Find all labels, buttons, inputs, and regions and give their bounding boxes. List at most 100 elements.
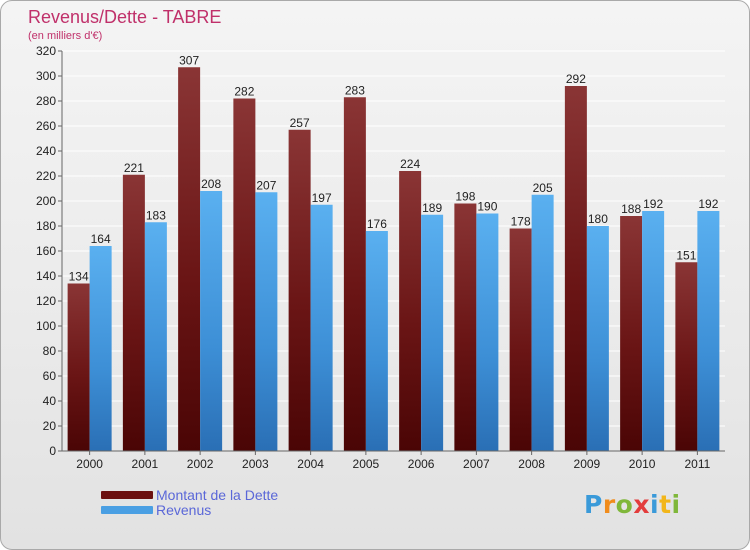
x-tick-label: 2011 xyxy=(684,457,710,471)
data-label-revenue: 164 xyxy=(91,232,111,246)
data-label-debt: 198 xyxy=(455,190,475,204)
data-label-debt: 178 xyxy=(511,215,531,229)
data-label-revenue: 189 xyxy=(422,201,442,215)
logo-letter: i xyxy=(671,490,681,519)
x-tick-label: 2002 xyxy=(187,457,214,471)
data-label-debt: 283 xyxy=(345,83,365,97)
y-tick-label: 80 xyxy=(43,344,57,358)
data-label-debt: 282 xyxy=(234,85,254,99)
y-tick-label: 140 xyxy=(36,269,56,283)
logo-letter: o xyxy=(615,490,634,519)
bar-revenue xyxy=(365,231,388,451)
x-tick-label: 2008 xyxy=(518,457,545,471)
data-label-revenue: 207 xyxy=(256,178,276,192)
y-tick-label: 320 xyxy=(36,44,56,58)
data-label-revenue: 197 xyxy=(312,191,332,205)
data-label-debt: 257 xyxy=(290,116,310,130)
data-label-revenue: 192 xyxy=(643,197,663,211)
y-tick-label: 160 xyxy=(36,244,56,258)
bar-revenue xyxy=(144,222,167,451)
y-tick-label: 100 xyxy=(36,319,56,333)
x-tick-label: 2005 xyxy=(353,457,380,471)
bar-revenue xyxy=(310,204,333,451)
data-label-revenue: 192 xyxy=(698,197,718,211)
data-label-debt: 134 xyxy=(69,270,89,284)
bars xyxy=(67,67,720,451)
y-tick-label: 260 xyxy=(36,119,56,133)
legend-item-revenue: Revenus xyxy=(101,501,278,518)
x-tick-label: 2003 xyxy=(242,457,269,471)
x-tick-label: 2004 xyxy=(297,457,324,471)
data-label-debt: 151 xyxy=(676,248,696,262)
chart-subtitle: (en milliers d'€) xyxy=(28,30,103,42)
legend-swatch-debt xyxy=(101,490,153,499)
legend-label-debt: Montant de la Dette xyxy=(156,486,279,503)
logo-letter: t xyxy=(659,490,672,519)
bar-revenue xyxy=(586,226,609,451)
bar-debt xyxy=(675,262,698,451)
logo-letter: P xyxy=(584,490,603,519)
data-label-revenue: 208 xyxy=(201,177,221,191)
logo-letter: i xyxy=(650,490,660,519)
bar-revenue xyxy=(200,191,223,451)
bar-debt xyxy=(399,171,422,451)
legend-item-debt: Montant de la Dette xyxy=(101,486,279,503)
bar-debt xyxy=(233,98,256,451)
y-tick-label: 120 xyxy=(36,294,56,308)
y-tick-label: 200 xyxy=(36,194,56,208)
x-tick-label: 2009 xyxy=(574,457,601,471)
data-label-revenue: 205 xyxy=(533,181,553,195)
data-label-revenue: 190 xyxy=(477,200,497,214)
legend-swatch-revenue xyxy=(101,505,153,514)
logo-letter: r xyxy=(602,490,616,519)
y-tick-label: 220 xyxy=(36,169,56,183)
bar-revenue xyxy=(89,246,112,451)
bar-debt xyxy=(454,203,477,451)
bar-debt xyxy=(564,86,587,451)
y-tick-label: 60 xyxy=(43,369,57,383)
axes: 0 20 40 60 80 100 120 140 160 180 200 220 240 260 280 3… xyxy=(36,44,725,471)
bar-debt xyxy=(288,129,311,451)
y-tick-label: 40 xyxy=(43,394,57,408)
legend: Montant de la Dette Revenus xyxy=(101,486,279,518)
x-tick-label: 2010 xyxy=(629,457,656,471)
bar-debt xyxy=(343,97,366,451)
bar-debt xyxy=(509,228,532,451)
y-tick-label: 300 xyxy=(36,69,56,83)
grid-lines xyxy=(62,50,725,452)
proxiti-logo: Proxiti xyxy=(584,490,681,519)
legend-label-revenue: Revenus xyxy=(156,501,212,518)
chart-title: Revenus/Dette - TABRE xyxy=(28,7,222,27)
bar-revenue xyxy=(421,214,444,451)
bar-debt xyxy=(620,216,643,451)
data-label-debt: 307 xyxy=(179,53,199,67)
bar-debt xyxy=(178,67,201,451)
data-label-revenue: 180 xyxy=(588,212,608,226)
y-tick-label: 20 xyxy=(43,419,57,433)
y-tick-label: 240 xyxy=(36,144,56,158)
bar-revenue xyxy=(476,213,499,451)
bar-revenue xyxy=(642,211,665,451)
bar-debt xyxy=(67,283,90,451)
y-tick-label: 0 xyxy=(49,444,56,458)
data-label-revenue: 183 xyxy=(146,208,166,222)
bar-revenue xyxy=(255,192,278,451)
logo-letter: x xyxy=(633,490,650,519)
x-tick-label: 2000 xyxy=(76,457,103,471)
bar-revenue xyxy=(531,194,554,451)
y-tick-label: 180 xyxy=(36,219,56,233)
data-label-revenue: 176 xyxy=(367,217,387,231)
x-tick-label: 2006 xyxy=(408,457,435,471)
x-tick-label: 2007 xyxy=(463,457,490,471)
y-tick-label: 280 xyxy=(36,94,56,108)
x-tick-label: 2001 xyxy=(132,457,159,471)
bar-revenue xyxy=(697,211,720,451)
bar-debt xyxy=(122,174,145,451)
data-labels: 134 164 221 183 307 208 282 207 257 197 283 176 224 1… xyxy=(69,53,719,283)
data-label-debt: 188 xyxy=(621,202,641,216)
data-label-debt: 292 xyxy=(566,72,586,86)
data-label-debt: 224 xyxy=(400,157,420,171)
data-label-debt: 221 xyxy=(124,161,144,175)
